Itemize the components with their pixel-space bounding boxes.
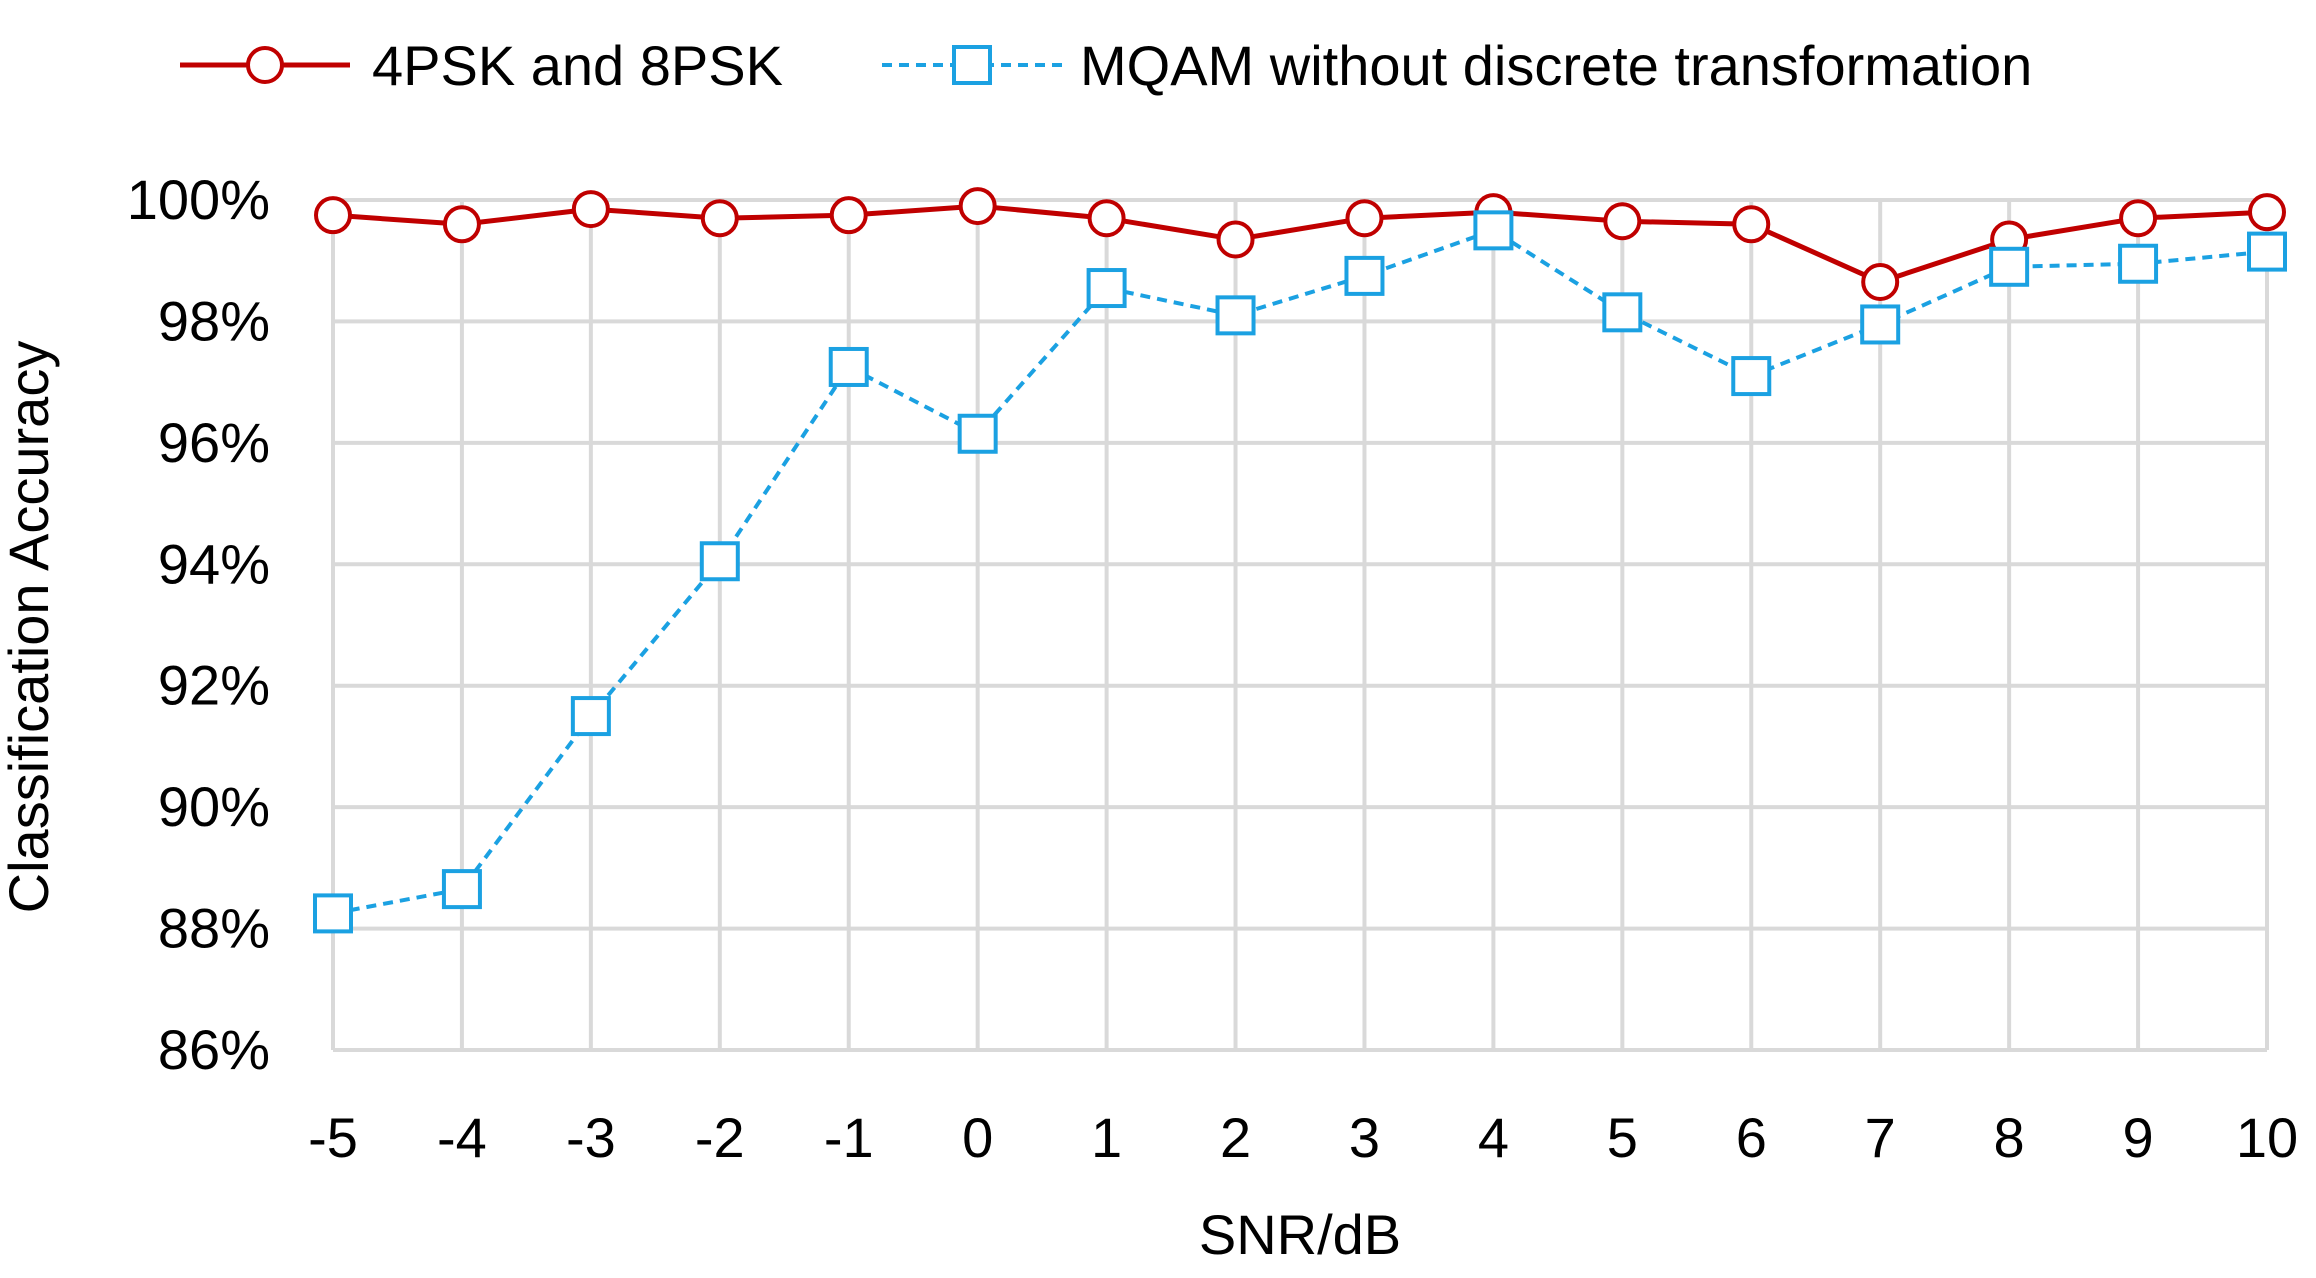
legend-item-mqam: MQAM without discrete transformation (882, 34, 2032, 97)
y-axis-title: Classification Accuracy (0, 341, 60, 914)
x-tick-label: 0 (962, 1106, 993, 1169)
data-point-marker (699, 541, 740, 582)
y-tick-label: 90% (158, 775, 270, 838)
data-point-marker (1473, 210, 1514, 251)
data-point-marker (1216, 220, 1255, 259)
x-tick-label: 7 (1865, 1106, 1896, 1169)
data-point-marker (1344, 255, 1385, 296)
legend-swatch-circle-icon (180, 46, 350, 84)
x-tick-label: -3 (566, 1106, 616, 1169)
data-point-marker (1731, 356, 1772, 397)
data-point-marker (1602, 292, 1643, 333)
y-tick-label: 92% (158, 654, 270, 717)
series-line (332, 228, 2268, 916)
y-tick-label: 96% (158, 411, 270, 474)
data-point-marker (957, 413, 998, 454)
data-point-marker (1087, 199, 1126, 238)
x-tick-label: -5 (308, 1106, 358, 1169)
series-line (332, 203, 2268, 285)
x-tick-label: 9 (2122, 1106, 2153, 1169)
data-point-marker (1860, 304, 1901, 345)
data-point-marker (1215, 295, 1256, 336)
x-tick-label: 1 (1091, 1106, 1122, 1169)
y-tick-label: 98% (158, 289, 270, 352)
data-point-marker (2247, 231, 2287, 272)
data-point-marker (1861, 262, 1900, 301)
x-tick-label: -2 (695, 1106, 745, 1169)
data-point-marker (313, 893, 353, 934)
x-tick-label: 6 (1736, 1106, 1767, 1169)
data-point-marker (829, 196, 868, 235)
x-tick-label: 5 (1607, 1106, 1638, 1169)
data-point-marker (441, 869, 482, 910)
data-point-marker (1603, 202, 1642, 241)
data-point-marker (570, 696, 611, 737)
data-point-marker (2248, 193, 2286, 232)
data-point-marker (571, 190, 610, 229)
data-point-marker (314, 196, 352, 235)
x-tick-label: -1 (824, 1106, 874, 1169)
data-point-marker (700, 199, 739, 238)
legend-marker (246, 46, 284, 84)
legend-label: 4PSK and 8PSK (372, 34, 783, 97)
x-tick-label: 4 (1478, 1106, 1509, 1169)
y-tick-label: 94% (158, 532, 270, 595)
x-tick-label: 8 (1994, 1106, 2025, 1169)
x-tick-label: 2 (1220, 1106, 1251, 1169)
x-tick-label: 3 (1349, 1106, 1380, 1169)
legend-marker (952, 45, 992, 85)
data-point-marker (442, 205, 481, 244)
x-axis-ticks: -5 -4 -3 -2 -1 0 1 2 3 4 5 6 7 8 9 10 (308, 1106, 2298, 1169)
series-mqam (313, 210, 2287, 934)
x-tick-label: 10 (2236, 1106, 2298, 1169)
data-point-marker (2118, 243, 2159, 284)
y-tick-label: 88% (158, 897, 270, 960)
data-point-marker (1086, 268, 1127, 309)
legend-swatch-square-icon (882, 45, 1062, 85)
y-axis-ticks: 86% 88% 90% 92% 94% 96% 98% 100% (127, 168, 270, 1081)
x-axis-title: SNR/dB (1199, 1203, 1401, 1266)
data-point-marker (958, 187, 997, 226)
data-point-marker (828, 346, 869, 387)
y-tick-label: 86% (158, 1018, 270, 1081)
series-4psk-8psk (314, 187, 2286, 301)
legend-item-4psk-8psk: 4PSK and 8PSK (180, 34, 783, 97)
data-point-marker (1732, 205, 1771, 244)
gridlines (331, 198, 2269, 1052)
legend: 4PSK and 8PSK MQAM without discrete tran… (180, 34, 2032, 97)
legend-label: MQAM without discrete transformation (1080, 34, 2032, 97)
data-point-marker (1989, 246, 2030, 287)
series-layer (313, 187, 2287, 934)
y-tick-label: 100% (127, 168, 270, 231)
data-point-marker (2119, 199, 2158, 238)
data-point-marker (1345, 199, 1384, 238)
x-tick-label: -4 (437, 1106, 487, 1169)
